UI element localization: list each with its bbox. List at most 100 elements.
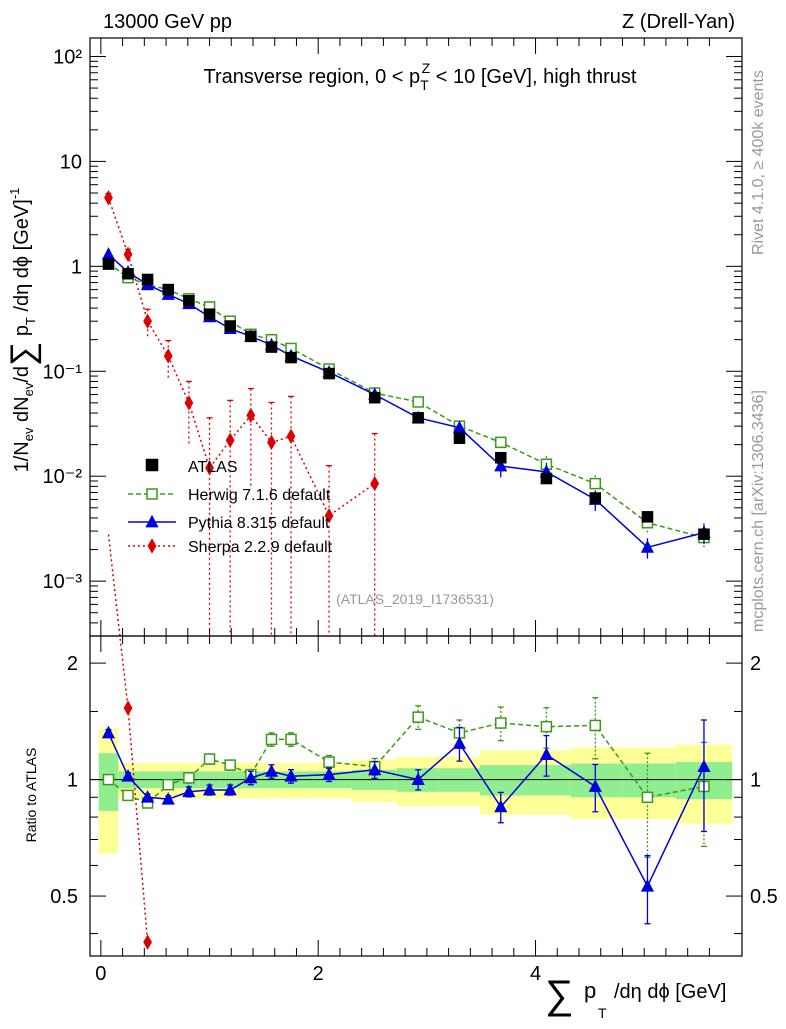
ratio-tick-label: 0.5: [50, 886, 78, 908]
herwig-ratio-point: [183, 772, 195, 784]
herwig-ratio-point: [265, 733, 278, 746]
pythia-ratio-point: [161, 791, 175, 805]
sherpa-point: [143, 313, 152, 329]
ratio-tick-label-right: 2: [750, 653, 761, 675]
legend-sherpa-marker: [147, 538, 157, 554]
x-tick-label: 4: [530, 963, 541, 985]
legend-pythia-marker: [145, 514, 159, 528]
legend-label: Sherpa 2.2.9 default: [188, 539, 333, 556]
ratio-tick-label-right: 0.5: [750, 886, 778, 908]
herwig-ratio-point: [285, 733, 297, 746]
y-tick-label: 10⁻³: [43, 571, 83, 593]
sherpa-line: [107, 197, 376, 517]
atlas-point: [589, 492, 602, 504]
header-right: Z (Drell-Yan): [622, 11, 735, 33]
atlas-point: [453, 432, 466, 444]
atlas-point: [641, 511, 654, 523]
pythia-ratio-point: [640, 879, 655, 892]
sherpa-point: [104, 190, 113, 206]
pythia-ratio-point: [368, 762, 382, 776]
atlas-point: [203, 308, 216, 320]
sherpa-point: [123, 246, 133, 263]
atlas-point: [122, 267, 134, 280]
atlas-point: [102, 258, 115, 270]
svg-text:/dη dϕ [GeV]: /dη dϕ [GeV]: [614, 981, 726, 1003]
herwig-ratio-point: [495, 717, 507, 729]
sherpa-ratio-line: [107, 534, 149, 943]
pythia-ratio-point: [121, 769, 135, 782]
pythia-point: [452, 420, 467, 434]
herwig-point: [412, 396, 424, 408]
mcplots-label: mcplots.cern.ch [arXiv:1306.3436]: [750, 390, 767, 632]
main-panel: 10⁻³ 10⁻² 10⁻¹ 1 10 10²: [43, 37, 743, 956]
herwig-ratio-point: [323, 756, 335, 768]
herwig-ratio-point: [162, 778, 174, 791]
atlas-point: [245, 330, 257, 343]
atlas-point: [141, 273, 154, 286]
sherpa-point: [267, 434, 276, 451]
svg-text:T: T: [598, 1005, 607, 1021]
ratio-band-inner: [523, 765, 571, 796]
atlas-point: [368, 391, 381, 404]
legend-label: Pythia 8.315 default: [188, 515, 330, 532]
herwig-ratio-point: [589, 719, 602, 732]
rivet-label: Rivet 4.1.0, ≥ 400k events: [750, 70, 767, 255]
pythia-ratio-point: [588, 779, 602, 792]
herwig-ratio-point: [641, 791, 654, 804]
herwig-ratio-point: [224, 759, 236, 771]
sherpa-ratio-point: [123, 700, 133, 716]
y-tick-label: 10²: [53, 46, 82, 68]
pythia-ratio-point: [494, 799, 508, 813]
atlas-point: [224, 320, 236, 332]
atlas-point: [183, 294, 195, 307]
ratio-frame: [89, 635, 743, 957]
ratio-band-inner: [570, 763, 622, 798]
pythia-ratio-point: [202, 782, 217, 796]
pythia-ratio-point: [539, 747, 553, 761]
ratio-panel: 0 2 4 0.5 0.5 1 1 2 2: [50, 534, 778, 985]
pythia-ratio-point: [452, 736, 467, 749]
sherpa-point: [163, 348, 173, 364]
ratio-tick-label: 1: [67, 770, 78, 792]
legend-label: ATLAS: [188, 459, 238, 476]
ratio-y-axis-label: Ratio to ATLAS: [23, 748, 39, 843]
sherpa-point: [370, 475, 380, 492]
herwig-ratio-point: [122, 789, 134, 802]
sherpa-point: [286, 428, 296, 445]
atlas-point: [323, 367, 335, 380]
pythia-ratio-point: [182, 784, 196, 798]
herwig-ratio-point: [203, 753, 216, 765]
sherpa-point: [225, 432, 235, 448]
atlas-point: [495, 451, 507, 464]
svg-text:∑: ∑: [545, 973, 574, 1017]
pythia-ratio-point: [244, 770, 258, 784]
svg-text:p: p: [584, 978, 596, 1003]
ratio-tick-label-right: 1: [750, 770, 761, 792]
pythia-ratio-point: [264, 764, 279, 777]
legend: ATLAS Herwig 7.1.6 default Pythia 8.315 de…: [128, 458, 333, 556]
herwig-point: [495, 436, 507, 449]
atlas-point: [412, 412, 424, 424]
y-tick-label: 10⁻²: [43, 466, 83, 488]
legend-label: Herwig 7.1.6 default: [188, 487, 331, 504]
ratio-tick-label: 2: [67, 653, 78, 675]
herwig-point: [589, 477, 602, 490]
atlas-point: [698, 528, 710, 540]
herwig-ratio-point: [412, 711, 424, 723]
x-axis-label: ∑ p T /dη dϕ [GeV]: [545, 973, 726, 1021]
atlas-point: [285, 351, 297, 364]
pythia-ratio-point: [697, 759, 711, 773]
analysis-tag: (ATLAS_2019_I1736531): [336, 591, 494, 607]
svg-text:1/Nev dNev/d∑ pT /dη dϕ [GeV]: 1/Nev dNev/d∑ pT /dη dϕ [GeV]-1: [4, 188, 42, 473]
pythia-ratio-point: [284, 769, 298, 782]
pythia-ratio-point: [140, 790, 155, 803]
herwig-ratio-point: [102, 773, 115, 786]
chart-title: Transverse region, 0 < pTZ < 10 [GeV], h…: [204, 60, 637, 93]
pythia-ratio-point: [223, 782, 237, 796]
pythia-ratio-point: [101, 725, 116, 739]
herwig-ratio-point: [540, 720, 553, 733]
pythia-point: [101, 247, 116, 260]
pythia-point: [640, 540, 655, 553]
